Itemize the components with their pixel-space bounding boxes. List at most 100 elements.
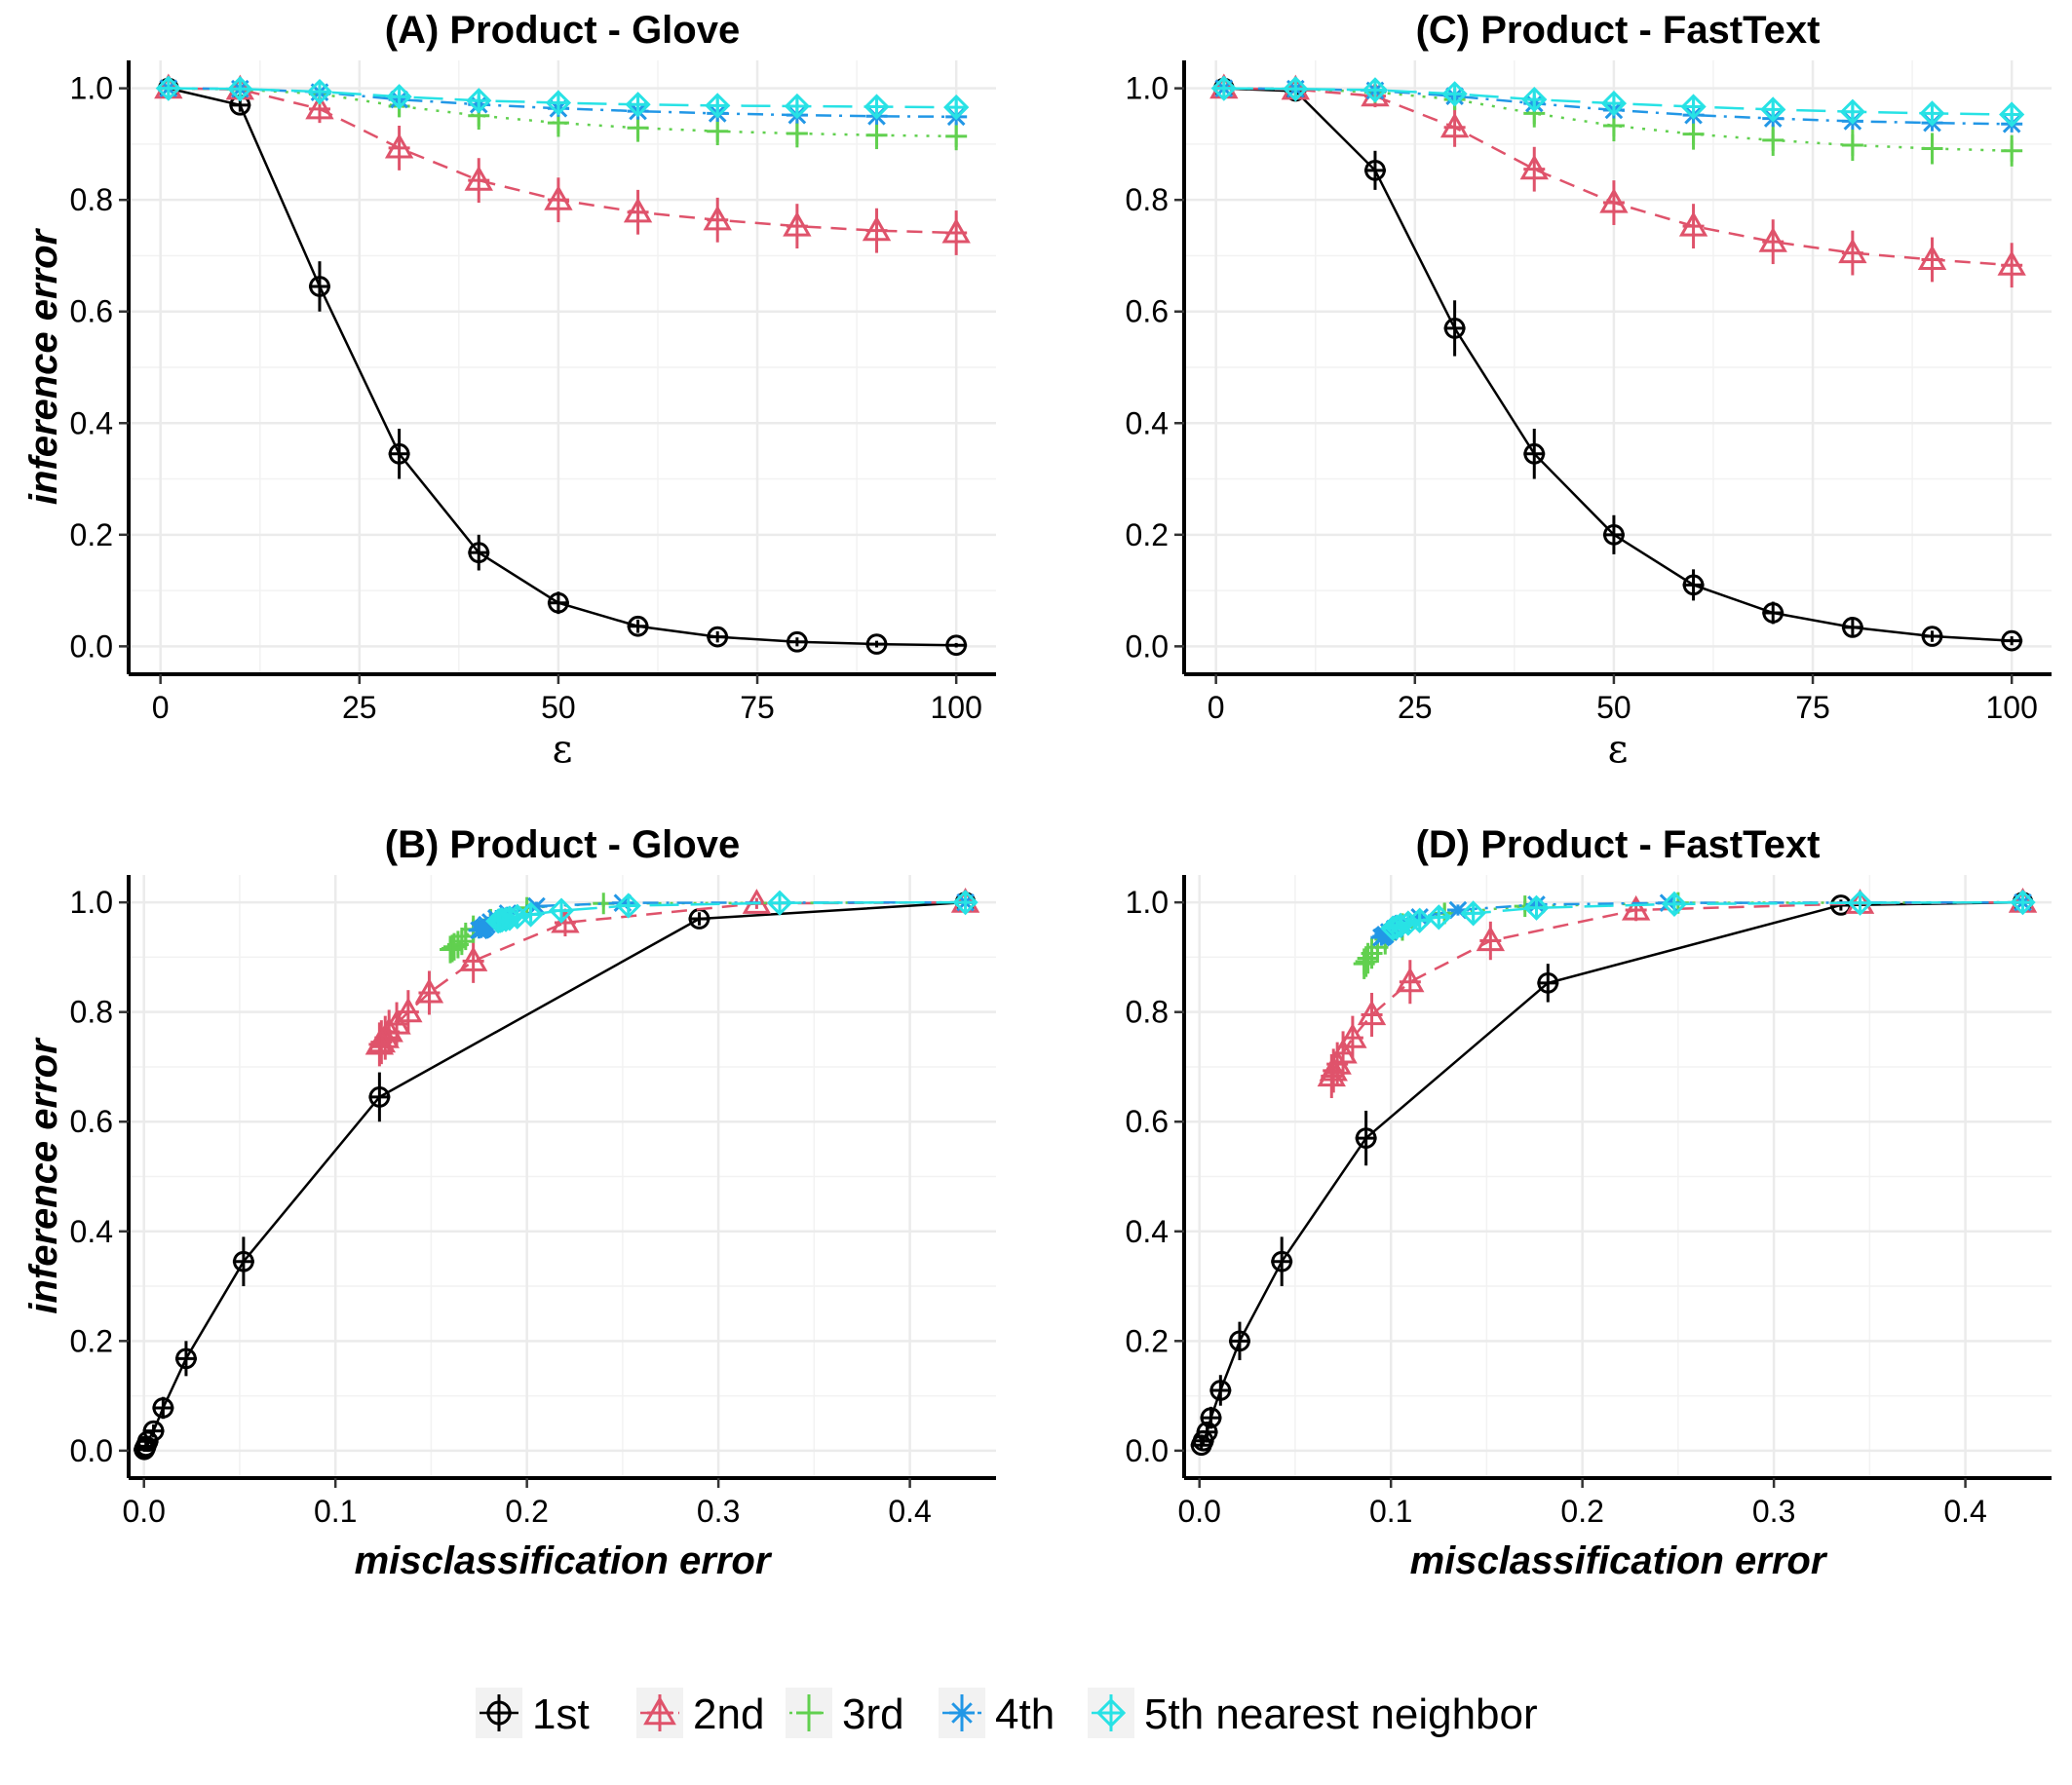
data-point xyxy=(1921,626,1943,647)
marker-triangle xyxy=(414,977,444,1004)
data-point xyxy=(152,1397,174,1419)
data-point xyxy=(862,215,892,242)
panel-b: 0.0 0.2 0.4 0.6 0.8 1.0 0.0 0.1 0.2 0.3 0.4 (B) Pro… xyxy=(22,823,996,1582)
series-1 xyxy=(157,77,968,657)
data-point xyxy=(464,166,493,191)
x-tick-label: 75 xyxy=(1795,690,1830,725)
data-point xyxy=(786,630,808,653)
legend-item-2: 2nd xyxy=(636,1688,764,1738)
data-point xyxy=(155,75,181,101)
data-point xyxy=(305,94,334,120)
marker-triangle xyxy=(1758,227,1787,252)
legend-item-3: 3rd xyxy=(786,1688,904,1738)
data-point xyxy=(1838,238,1867,264)
data-point xyxy=(466,88,492,114)
panels: 0.0 0.2 0.4 0.6 0.8 1.0 0 25 50 75 100 (A) Product … xyxy=(22,9,2052,1582)
data-point xyxy=(1760,96,1786,123)
legend-item-4: 4th xyxy=(939,1688,1055,1738)
data-point xyxy=(485,908,512,934)
marker-diamond xyxy=(306,78,333,105)
x-tick-label: 75 xyxy=(740,690,775,725)
marker-triangle xyxy=(1476,926,1506,952)
series-5 xyxy=(155,75,970,121)
data-point xyxy=(548,897,575,924)
data-point xyxy=(414,977,444,1004)
legend-key-marker xyxy=(796,1700,822,1726)
x-tick-label: 0 xyxy=(152,690,170,725)
series-line xyxy=(168,87,957,138)
data-point xyxy=(1678,210,1708,237)
data-point xyxy=(394,997,423,1023)
panel-title: (A) Product - Glove xyxy=(385,9,740,52)
marker-triangle xyxy=(1599,187,1629,213)
x-tick-label: 25 xyxy=(1398,690,1433,725)
data-point xyxy=(547,591,569,614)
data-point xyxy=(707,120,729,142)
data-point xyxy=(1680,94,1707,120)
legend-label: 3rd xyxy=(842,1690,904,1738)
data-point xyxy=(705,93,731,119)
marker-triangle xyxy=(1439,112,1470,138)
legend-key-marker xyxy=(1095,1697,1127,1728)
data-point xyxy=(1621,894,1651,921)
data-point xyxy=(1841,134,1863,157)
data-point xyxy=(865,124,888,146)
data-point xyxy=(1599,187,1629,213)
data-point xyxy=(1921,137,1943,160)
data-point xyxy=(1190,1434,1212,1457)
data-point xyxy=(134,1438,156,1461)
y-tick-label: 0.6 xyxy=(70,1104,113,1139)
data-point xyxy=(1602,115,1625,137)
gridlines xyxy=(1184,875,2052,1478)
data-point xyxy=(1357,947,1379,969)
y-axis-label: inference error xyxy=(22,1037,65,1314)
data-point xyxy=(1682,574,1705,596)
data-point xyxy=(1661,891,1688,917)
data-point xyxy=(468,542,490,563)
data-point xyxy=(1362,77,1389,103)
data-point xyxy=(1917,245,1947,271)
data-point xyxy=(1363,159,1386,181)
x-tick-label: 100 xyxy=(930,690,981,725)
data-point xyxy=(1997,250,2026,276)
y-tick-label: 0.4 xyxy=(70,405,113,440)
data-point xyxy=(783,210,812,237)
data-point xyxy=(1396,967,1425,993)
y-tick-label: 1.0 xyxy=(70,885,113,920)
series-5 xyxy=(485,890,978,934)
panel-d: 0.0 0.2 0.4 0.6 0.8 1.0 0.0 0.1 0.2 0.3 0.4 (D) Pro… xyxy=(1126,823,2052,1582)
x-tick-label: 0.0 xyxy=(122,1494,165,1529)
data-point xyxy=(1355,950,1377,972)
data-point xyxy=(941,217,971,244)
marker-triangle xyxy=(464,166,493,191)
data-point xyxy=(2001,139,2023,162)
data-point xyxy=(1514,895,1536,918)
panel-title: (D) Product - FastText xyxy=(1416,823,1821,866)
legend-label: 2nd xyxy=(693,1690,764,1738)
x-tick-label: 50 xyxy=(541,690,576,725)
data-point xyxy=(863,94,890,120)
legend-label: 4th xyxy=(995,1690,1055,1738)
data-point xyxy=(1200,1407,1222,1428)
y-tick-label: 0.8 xyxy=(1126,182,1169,217)
data-point xyxy=(1338,1023,1367,1048)
data-point xyxy=(1271,1250,1293,1272)
data-point xyxy=(786,123,808,145)
data-point xyxy=(2001,629,2023,652)
y-tick-label: 0.2 xyxy=(70,517,113,552)
data-point xyxy=(945,634,968,657)
x-tick-label: 0.3 xyxy=(697,1494,740,1529)
data-point xyxy=(1519,154,1549,180)
x-tick-label: 0.4 xyxy=(888,1494,931,1529)
data-point xyxy=(1762,602,1784,624)
x-tick-label: 0 xyxy=(1208,690,1225,725)
marker-triangle xyxy=(1678,210,1708,237)
marker-triangle xyxy=(1317,1061,1346,1087)
data-point xyxy=(306,78,333,105)
data-point xyxy=(1758,227,1787,252)
legend-label: 5th nearest neighbor xyxy=(1144,1690,1538,1738)
data-point xyxy=(1839,98,1865,125)
x-axis-label: ε xyxy=(553,727,573,772)
gridlines xyxy=(129,60,996,674)
legend-item-5: 5th nearest neighbor xyxy=(1088,1688,1538,1738)
